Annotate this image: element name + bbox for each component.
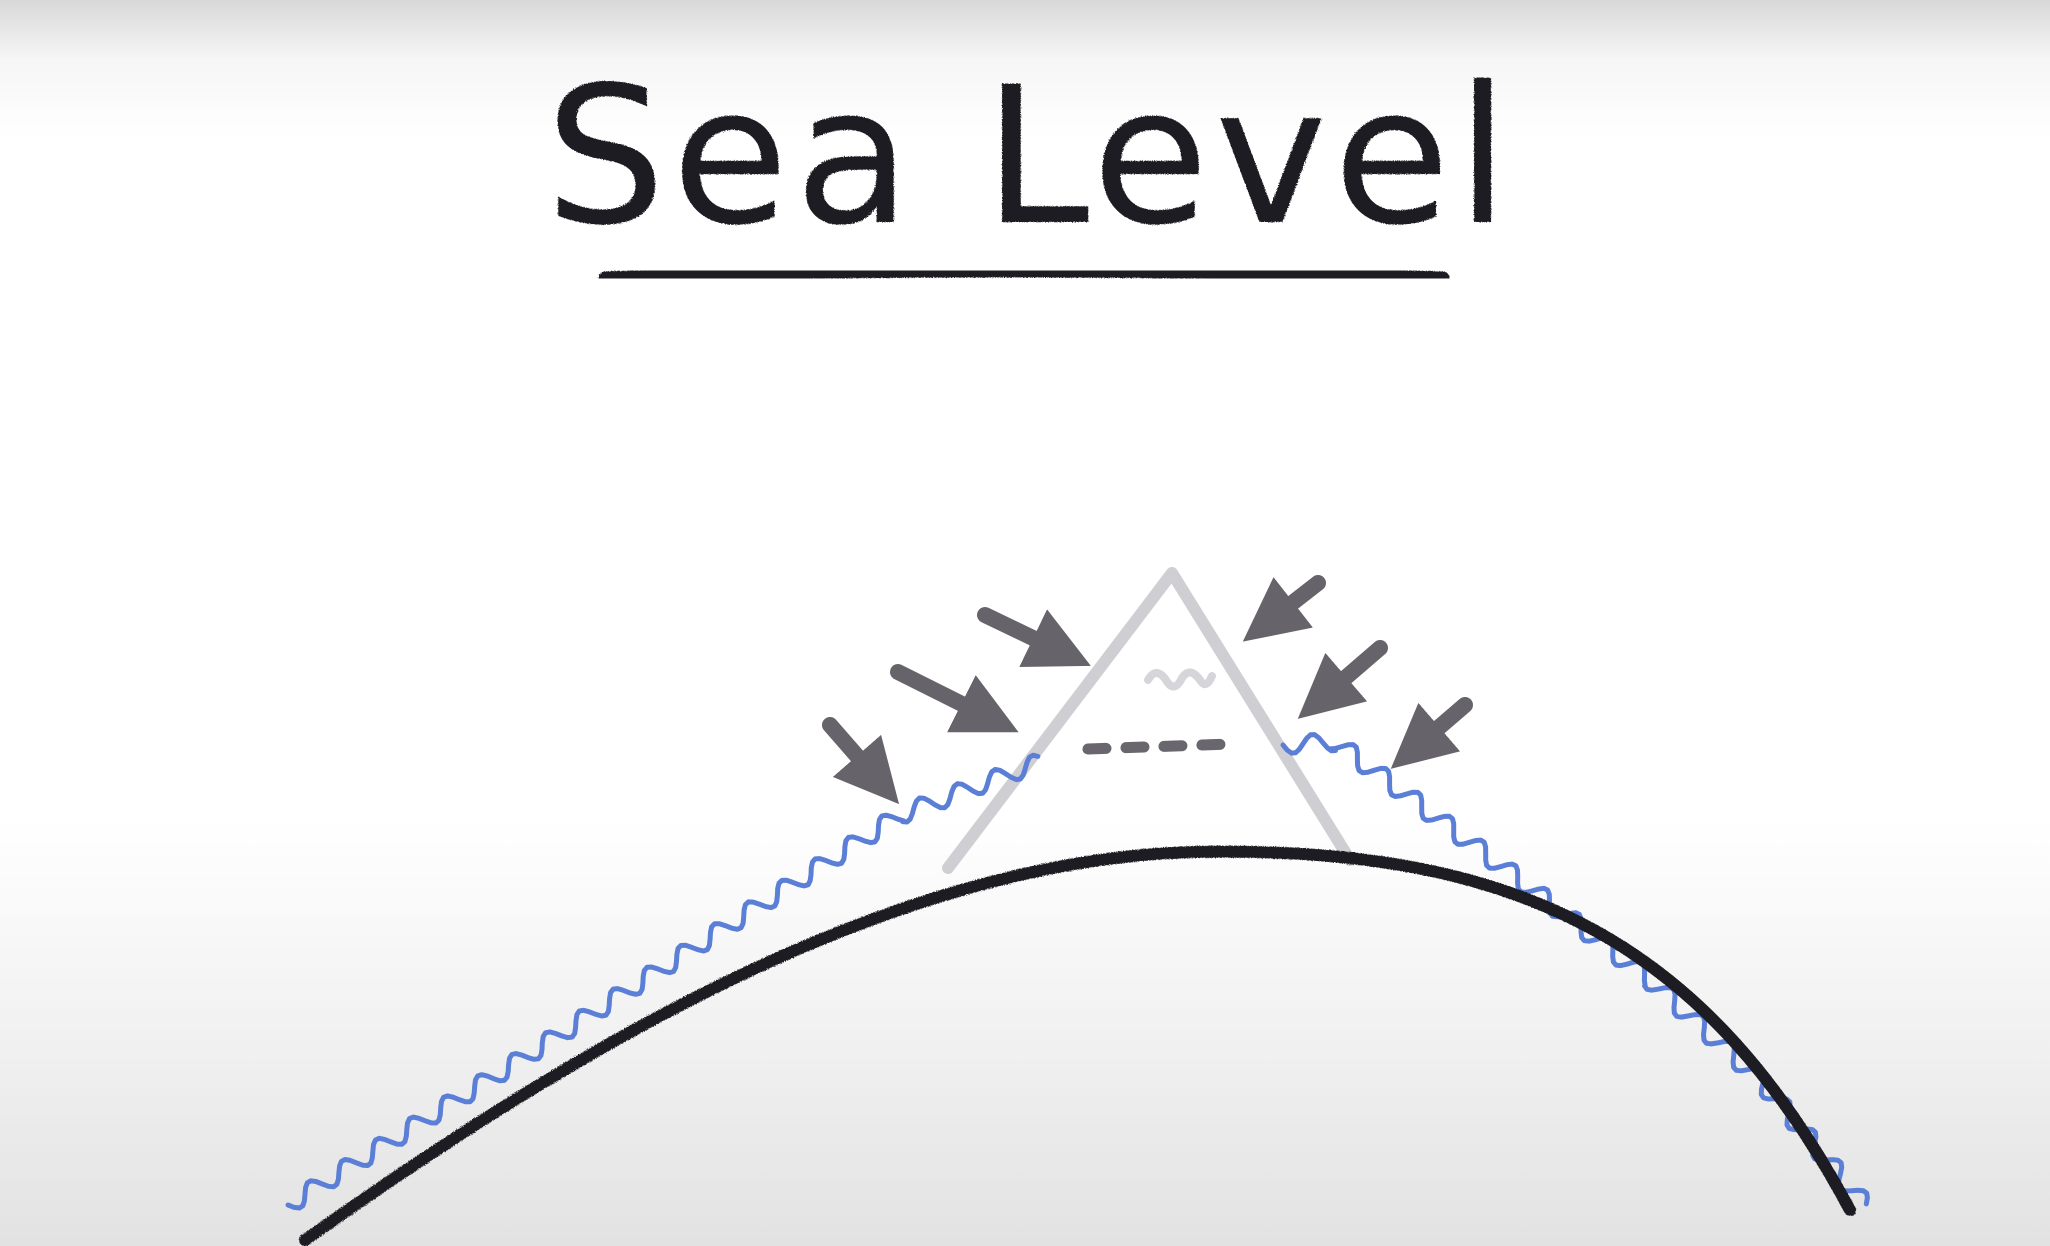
earth-surface-curve xyxy=(299,845,1856,1246)
arrow-down-left-icon xyxy=(1297,640,1388,719)
arrow-down-left-icon xyxy=(1390,697,1473,769)
mountain-base-dashed xyxy=(1082,738,1238,755)
sea-level-line-right xyxy=(1280,732,1870,1207)
arrow-down-right-icon xyxy=(890,664,1019,733)
arrow-down-right-icon xyxy=(822,717,900,805)
mountain-scribble xyxy=(1144,668,1216,691)
gravity-arrows xyxy=(822,575,1473,805)
arrow-down-right-icon xyxy=(977,607,1091,667)
title-underline xyxy=(598,264,1450,285)
mountain-outline xyxy=(942,567,1356,874)
arrow-down-left-icon xyxy=(1242,575,1326,642)
diagram-title: Sea Level xyxy=(545,46,1515,267)
sea-level-line-left xyxy=(285,752,1041,1211)
